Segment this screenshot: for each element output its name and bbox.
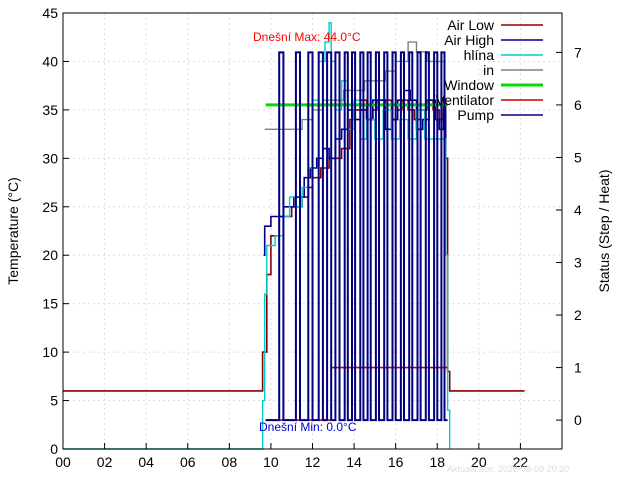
y-tick-label: 40 — [42, 53, 58, 69]
y-tick-label: 20 — [42, 247, 58, 263]
y-tick-label: 30 — [42, 150, 58, 166]
x-tick-label: 12 — [305, 454, 321, 470]
legend-label-air_low: Air Low — [447, 17, 495, 33]
x-tick-label: 22 — [513, 454, 529, 470]
x-tick-label: 06 — [180, 454, 196, 470]
y-tick-label: 35 — [42, 102, 58, 118]
y-tick-label: 0 — [50, 441, 58, 457]
y2-tick-label: 3 — [574, 255, 582, 271]
legend-label-window: Window — [444, 77, 495, 93]
series-layer — [63, 22, 525, 450]
y2-tick-label: 0 — [574, 412, 582, 428]
updated-timestamp: Aktualizace: 2026-08-09 20:20 — [447, 464, 569, 474]
legend-label-ventilator: Ventilator — [436, 92, 495, 108]
x-tick-label: 20 — [471, 454, 487, 470]
series-line-pump — [265, 51, 448, 422]
x-tick-label: 00 — [55, 454, 71, 470]
y-tick-label: 45 — [42, 5, 58, 21]
x-tick-label: 04 — [138, 454, 154, 470]
y-tick-label: 5 — [50, 393, 58, 409]
x-tick-label: 10 — [263, 454, 279, 470]
y2-axis-label: Status (Step / Heat) — [596, 170, 612, 293]
x-tick-label: 16 — [388, 454, 404, 470]
y2-tick-label: 4 — [574, 202, 582, 218]
y2-tick-label: 5 — [574, 149, 582, 165]
max-annotation: Dnešní Max: 44.0°C — [253, 30, 361, 44]
y-tick-label: 25 — [42, 199, 58, 215]
grid — [63, 13, 562, 449]
y-tick-label: 15 — [42, 296, 58, 312]
x-tick-label: 18 — [429, 454, 445, 470]
legend-label-hlina: hlína — [464, 47, 495, 63]
y-axis-label: Temperature (°C) — [5, 177, 21, 285]
y2-tick-label: 1 — [574, 360, 582, 376]
legend-label-in: in — [483, 62, 494, 78]
legend-label-air_high: Air High — [444, 32, 494, 48]
legend-label-pump: Pump — [457, 107, 494, 123]
min-annotation: Dnešní Min: 0.0°C — [259, 420, 357, 434]
y2-tick-label: 6 — [574, 97, 582, 113]
y2-tick-label: 2 — [574, 307, 582, 323]
x-tick-label: 08 — [222, 454, 238, 470]
y-tick-label: 10 — [42, 344, 58, 360]
x-tick-label: 14 — [346, 454, 362, 470]
x-tick-label: 02 — [97, 454, 113, 470]
y2-tick-label: 7 — [574, 44, 582, 60]
